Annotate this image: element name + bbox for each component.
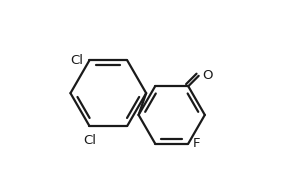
Text: O: O (202, 69, 212, 82)
Text: Cl: Cl (71, 54, 84, 67)
Text: F: F (193, 137, 201, 150)
Text: Cl: Cl (83, 133, 96, 146)
